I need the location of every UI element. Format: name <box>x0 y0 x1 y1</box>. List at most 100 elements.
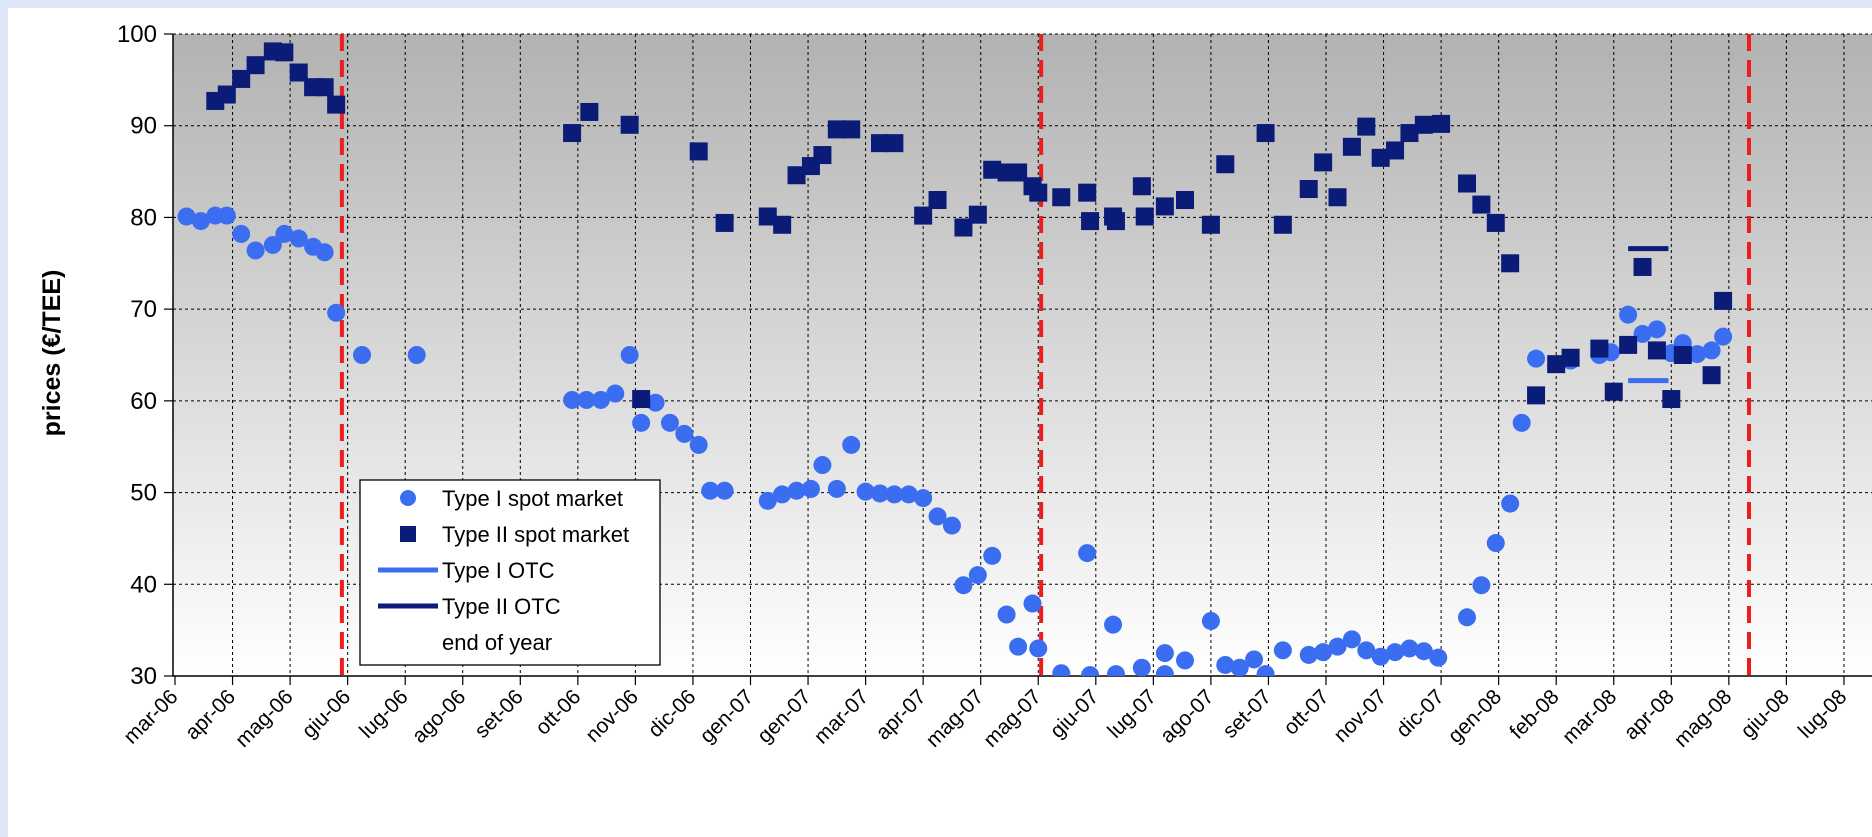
x-tick-label: mag-07 <box>922 685 989 752</box>
type1-spot-point <box>577 390 596 409</box>
type2-spot-point <box>885 134 904 153</box>
type2-spot-point <box>1590 339 1609 358</box>
x-tick-label: mar-07 <box>810 685 873 748</box>
type1-spot-point <box>813 456 832 475</box>
type2-spot-point <box>1155 197 1174 216</box>
type1-spot-point <box>1256 665 1275 676</box>
type1-spot-point <box>246 241 265 260</box>
type2-spot-point <box>563 124 582 143</box>
type1-spot-point <box>827 479 846 498</box>
x-tick-label: mag-07 <box>979 685 1046 752</box>
type1-spot-point <box>1155 644 1174 663</box>
type1-spot-point <box>606 384 625 403</box>
type2-spot-point <box>1604 382 1623 401</box>
x-tick-label: gen-07 <box>696 685 759 748</box>
type1-spot-point <box>1633 324 1652 343</box>
type1-spot-point <box>1155 665 1174 676</box>
type1-spot-point <box>632 413 651 432</box>
type1-spot-point <box>1647 320 1666 339</box>
x-tick-label: dic-07 <box>1392 685 1449 742</box>
type2-spot-point <box>232 69 251 88</box>
type1-spot-point <box>856 482 875 501</box>
chart-window: 30 40 50 60 70 80 90 100 mar-06 apr-06 mag-06 giu-0… <box>8 8 1872 837</box>
type2-spot-point <box>1561 348 1580 367</box>
x-tick-label: giu-08 <box>1736 685 1794 743</box>
type1-spot-point <box>899 485 918 504</box>
type1-spot-point <box>773 485 792 504</box>
type1-spot-point <box>217 206 236 225</box>
type1-spot-point <box>701 481 720 500</box>
type2-spot-point <box>246 56 265 75</box>
y-tick-label: 90 <box>130 113 157 140</box>
type2-spot-point <box>1328 188 1347 207</box>
legend-label: Type I OTC <box>442 558 555 583</box>
type2-spot-point <box>1371 148 1390 167</box>
legend-circle-icon <box>400 490 416 506</box>
type1-spot-point <box>928 507 947 526</box>
type1-spot-point <box>1386 643 1405 662</box>
type2-spot-point <box>842 120 861 139</box>
x-tick-label: gen-07 <box>753 685 816 748</box>
type2-spot-point <box>1357 117 1376 136</box>
type2-spot-point <box>1486 213 1505 232</box>
type2-spot-point <box>813 146 832 165</box>
type2-spot-point <box>1176 191 1195 210</box>
type2-spot-point <box>1501 254 1520 273</box>
type2-spot-point <box>1135 207 1154 226</box>
type1-spot-point <box>1078 544 1097 563</box>
end-of-year-lines <box>339 34 1751 676</box>
type1-spot-point <box>1216 655 1235 674</box>
type1-spot-point <box>1132 658 1151 676</box>
type1-spot-point <box>1104 615 1123 634</box>
x-tick-label: nov-06 <box>581 685 643 747</box>
type1-spot-point <box>1230 658 1249 676</box>
type1-spot-point <box>191 212 210 231</box>
type1-spot-point <box>1472 576 1491 595</box>
x-tick-label: ott-06 <box>531 685 585 739</box>
type1-spot-point <box>801 479 820 498</box>
type2-spot-point <box>1132 177 1151 196</box>
type2-spot-point <box>1457 174 1476 193</box>
type1-spot-point <box>758 491 777 510</box>
type1-spot-point <box>1273 641 1292 660</box>
x-tick-label: lug-06 <box>355 685 413 743</box>
type1-spot-point <box>1400 639 1419 658</box>
data-marks <box>177 42 1733 676</box>
type1-spot-point <box>1702 341 1721 360</box>
type1-spot-point <box>591 390 610 409</box>
type2-spot-point <box>773 215 792 234</box>
type1-spot-point <box>1176 651 1195 670</box>
type2-spot-point <box>1673 346 1692 364</box>
type2-spot-point <box>1647 341 1666 360</box>
type1-spot-point <box>983 546 1002 565</box>
type2-spot-point <box>928 191 947 210</box>
type2-spot-point <box>1299 179 1318 198</box>
x-tick-label: giu-07 <box>1046 685 1104 743</box>
type2-spot-point <box>289 63 308 82</box>
y-tick-label: 70 <box>130 296 157 323</box>
type1-spot-point <box>327 303 346 322</box>
legend-label: end of year <box>442 630 552 655</box>
x-tick-label: set-06 <box>470 685 528 743</box>
type2-spot-point <box>580 102 599 121</box>
type1-spot-point <box>1299 645 1318 664</box>
type2-spot-point <box>1662 390 1681 409</box>
type2-spot-point <box>1386 141 1405 160</box>
type1-spot-point <box>1371 647 1390 666</box>
type2-spot-point <box>1702 366 1721 385</box>
x-tick-label: mag-06 <box>231 685 298 752</box>
x-tick-label: lug-07 <box>1103 685 1161 743</box>
y-tick-label: 40 <box>130 571 157 598</box>
type1-spot-point <box>1081 666 1100 676</box>
y-tick-label: 30 <box>130 663 157 690</box>
type1-spot-point <box>1245 650 1264 669</box>
axes <box>164 33 1872 685</box>
type1-spot-point <box>315 243 334 262</box>
type2-spot-point <box>1052 188 1071 207</box>
type1-spot-point <box>263 235 282 254</box>
type1-spot-point <box>1342 630 1361 649</box>
y-tick-label: 50 <box>130 480 157 507</box>
type1-spot-point <box>1029 639 1048 658</box>
type2-spot-point <box>954 218 973 237</box>
type1-spot-point <box>1501 494 1520 513</box>
